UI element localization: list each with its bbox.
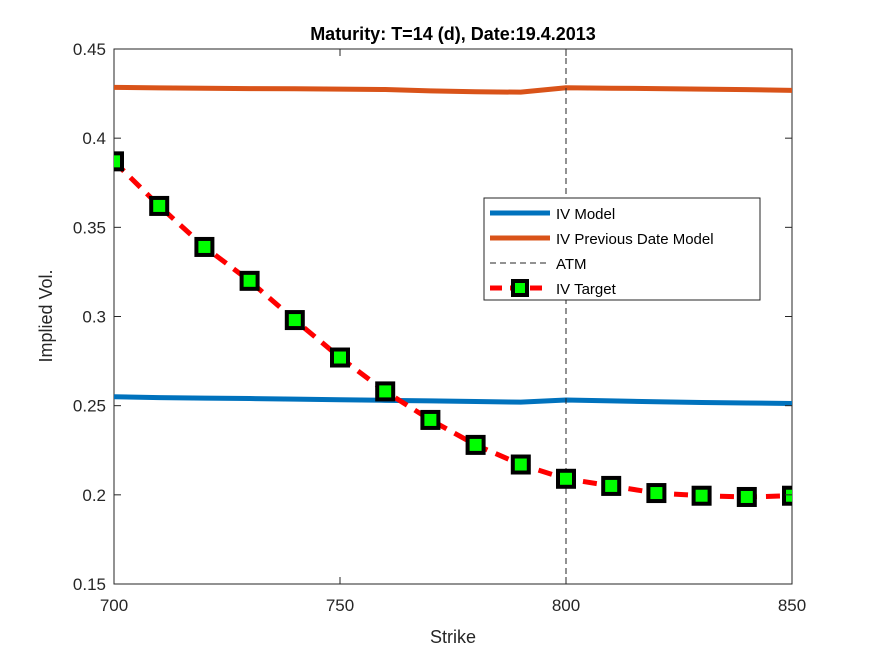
iv-target-marker bbox=[782, 485, 792, 506]
iv-target-marker bbox=[330, 347, 350, 368]
series-line-iv-previous-date-model bbox=[114, 84, 792, 95]
series-line-iv-model bbox=[114, 394, 792, 407]
x-tick-label: 750 bbox=[326, 596, 354, 615]
iv-target-marker bbox=[284, 310, 305, 331]
iv-target-marker bbox=[375, 381, 396, 402]
y-tick-label: 0.2 bbox=[82, 486, 106, 505]
iv-target-marker bbox=[149, 195, 170, 216]
iv-target-marker bbox=[601, 475, 622, 496]
iv-target-marker bbox=[556, 468, 576, 489]
iv-target-marker bbox=[194, 236, 215, 257]
series-line-iv-target bbox=[114, 159, 792, 500]
legend-label-iv-target: IV Target bbox=[556, 281, 617, 298]
iv-target-marker bbox=[736, 486, 757, 507]
y-tick-label: 0.4 bbox=[82, 129, 106, 148]
iv-target-marker bbox=[239, 270, 260, 291]
iv-target-marker bbox=[646, 483, 667, 504]
legend-label-iv-previous-date-model: IV Previous Date Model bbox=[556, 231, 714, 248]
iv-target-marker bbox=[510, 454, 531, 475]
y-tick-label: 0.15 bbox=[73, 575, 106, 594]
y-axis-label: Implied Vol. bbox=[36, 269, 56, 362]
y-tick-label: 0.3 bbox=[82, 308, 106, 327]
plot-area bbox=[113, 48, 793, 585]
legend-label-atm: ATM bbox=[556, 256, 587, 273]
chart-title: Maturity: T=14 (d), Date:19.4.2013 bbox=[310, 24, 596, 44]
legend: IV Model IV Previous Date Model ATM IV T… bbox=[483, 197, 761, 301]
iv-target-marker bbox=[465, 434, 486, 455]
x-tick-label: 800 bbox=[552, 596, 580, 615]
legend-label-iv-model: IV Model bbox=[556, 206, 615, 223]
x-tick-label: 700 bbox=[100, 596, 128, 615]
iv-target-marker bbox=[691, 485, 712, 506]
iv-target-marker bbox=[420, 409, 441, 430]
x-tick-label: 850 bbox=[778, 596, 806, 615]
legend-swatch-iv-target-marker bbox=[511, 279, 529, 297]
x-axis-label: Strike bbox=[430, 627, 476, 647]
y-tick-label: 0.25 bbox=[73, 397, 106, 416]
y-tick-label: 0.35 bbox=[73, 218, 106, 237]
iv-target-marker bbox=[114, 151, 124, 172]
y-tick-label: 0.45 bbox=[73, 40, 106, 59]
